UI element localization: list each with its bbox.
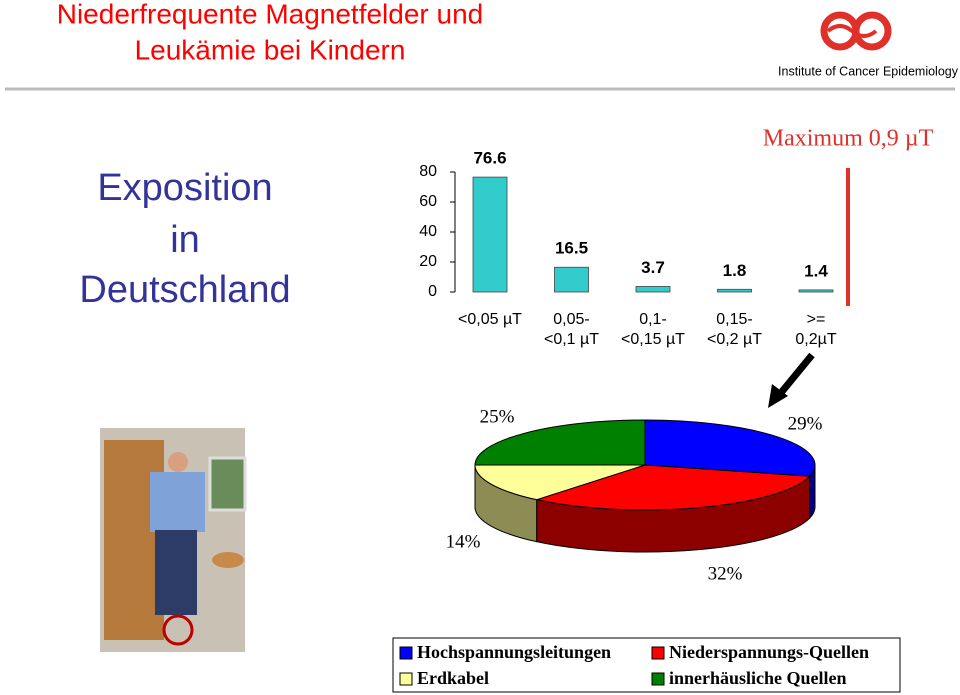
pie-label: 25%: [480, 406, 515, 427]
side-heading: Exposition: [97, 167, 272, 209]
x-tick-label: 0,05-<0,1 µT: [544, 311, 599, 348]
legend-swatch: [399, 646, 413, 660]
y-tick-label: 80: [419, 163, 437, 180]
pie-slice: [534, 464, 811, 511]
legend-swatch: [399, 672, 413, 686]
annotation: Maximum 0,9 µT: [763, 126, 934, 152]
institute: Institute of Cancer Epidemiology: [778, 64, 959, 78]
legend-label: innerhäusliche Quellen: [669, 668, 847, 688]
pie-slice: [644, 419, 816, 477]
value-label: 76.6: [473, 149, 506, 168]
pie-label: 29%: [788, 413, 823, 434]
arrow: [777, 352, 815, 397]
side-heading: in: [170, 219, 200, 261]
legend-label: Niederspannungs-Quellen: [669, 642, 869, 662]
legend-label: Hochspannungsleitungen: [417, 642, 611, 662]
bar: [717, 288, 752, 293]
title: Leukämie bei Kindern: [135, 34, 406, 65]
y-tick-label: 20: [419, 253, 437, 270]
x-tick-label: 0,1-<0,15 µT: [621, 311, 685, 348]
value-label: 1.8: [723, 261, 747, 280]
x-tick-label: <0,05 µT: [458, 311, 522, 328]
x-tick-label: 0,15-<0,2 µT: [707, 311, 762, 348]
value-label: 1.4: [804, 261, 828, 280]
side-heading: Deutschland: [79, 269, 290, 311]
legend-swatch: [651, 646, 665, 660]
photo: [100, 428, 247, 652]
legend: [392, 637, 901, 693]
bar: [798, 289, 834, 293]
value-label: 16.5: [555, 239, 588, 258]
logo: [820, 11, 892, 51]
bar: [472, 176, 508, 293]
pie-label: 14%: [446, 531, 481, 552]
pie-label: 32%: [708, 563, 743, 584]
legend-swatch: [651, 672, 665, 686]
pie-slice: [474, 464, 646, 501]
y-tick-label: 40: [419, 223, 437, 240]
y-tick-label: 60: [419, 193, 437, 210]
arrow-head: [768, 384, 788, 408]
bar: [635, 286, 671, 293]
pie-slice: [474, 419, 646, 466]
legend-label: Erdkabel: [417, 668, 489, 688]
x-tick-label: >= 0,2µT: [795, 311, 836, 348]
value-label: 3.7: [641, 258, 665, 277]
title: Niederfrequente Magnetfelder und: [57, 0, 484, 29]
y-tick-label: 0: [428, 283, 437, 300]
bar: [554, 266, 589, 293]
